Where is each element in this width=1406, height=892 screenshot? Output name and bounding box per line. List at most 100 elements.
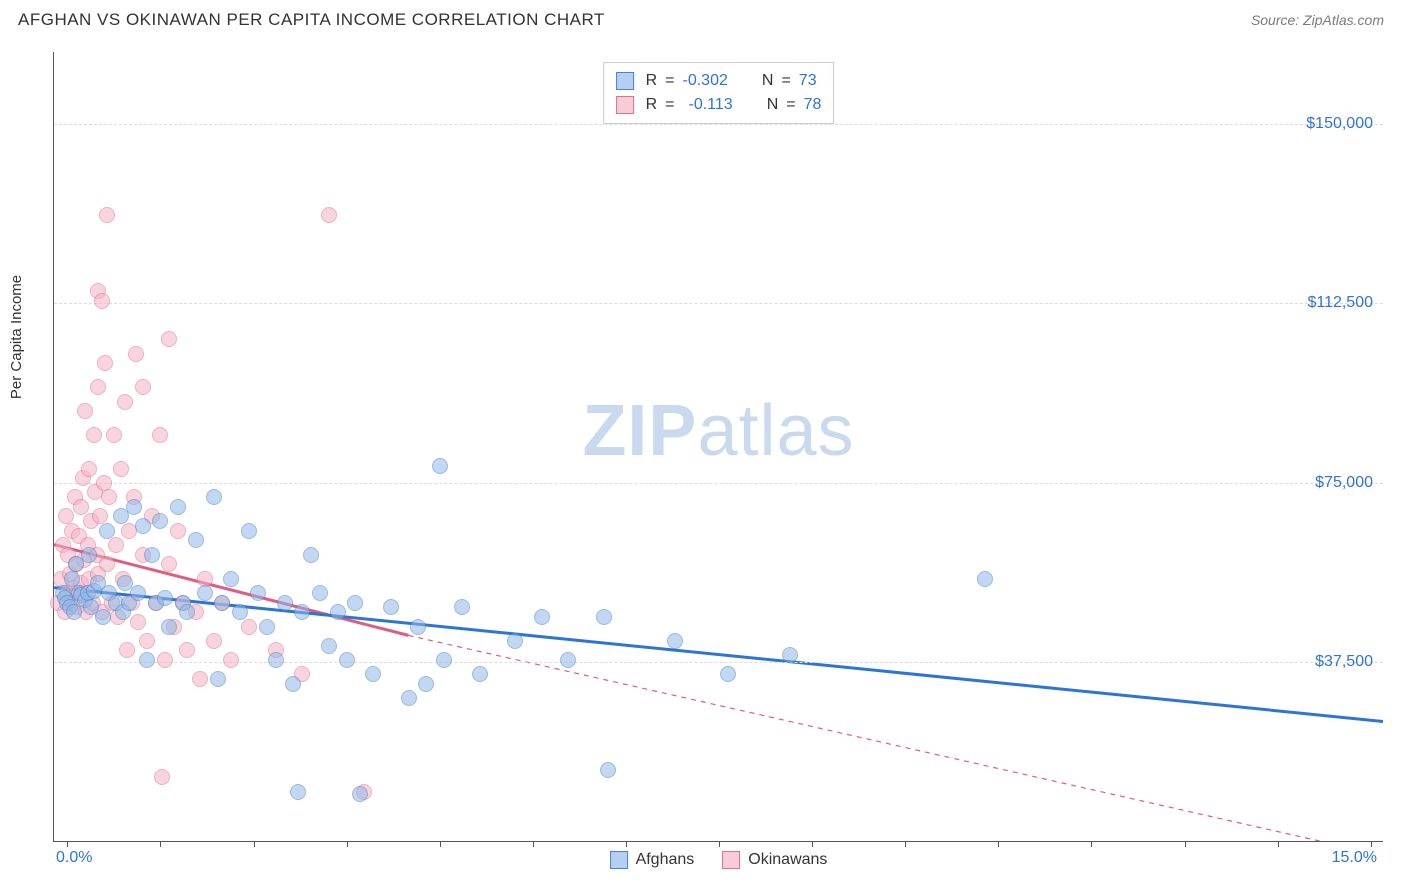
x-tick: [1278, 841, 1279, 847]
stats-legend: R = -0.302 N = 73 R = -0.113 N = 78: [603, 62, 835, 124]
data-point: [507, 633, 523, 649]
data-point: [432, 458, 448, 474]
y-tick-label: $150,000: [1306, 115, 1373, 133]
series-legend: Afghans Okinawans: [610, 851, 828, 869]
x-tick: [533, 841, 534, 847]
data-point: [157, 652, 173, 668]
legend-label: Afghans: [636, 851, 695, 869]
data-point: [365, 666, 381, 682]
gridline: [54, 124, 1383, 125]
data-point: [383, 599, 399, 615]
data-point: [99, 207, 115, 223]
stat-r-label: R: [646, 69, 658, 93]
data-point: [161, 619, 177, 635]
data-point: [152, 513, 168, 529]
data-point: [418, 676, 434, 692]
data-point: [596, 609, 612, 625]
stats-row-afghans: R = -0.302 N = 73: [616, 69, 822, 93]
data-point: [106, 427, 122, 443]
data-point: [294, 604, 310, 620]
data-point: [139, 633, 155, 649]
x-tick: [1185, 841, 1186, 847]
data-point: [347, 595, 363, 611]
chart-container: Per Capita Income ZIPatlas R = -0.302 N …: [18, 40, 1388, 870]
data-point: [139, 652, 155, 668]
data-point: [157, 590, 173, 606]
data-point: [130, 614, 146, 630]
data-point: [170, 499, 186, 515]
data-point: [600, 762, 616, 778]
x-tick: [347, 841, 348, 847]
data-point: [90, 379, 106, 395]
data-point: [303, 547, 319, 563]
data-point: [66, 604, 82, 620]
gridline: [54, 303, 1383, 304]
data-point: [101, 489, 117, 505]
data-point: [268, 652, 284, 668]
data-point: [250, 585, 266, 601]
data-point: [241, 619, 257, 635]
data-point: [321, 207, 337, 223]
data-point: [95, 609, 111, 625]
data-point: [128, 346, 144, 362]
gridline: [54, 662, 1383, 663]
y-axis-label: Per Capita Income: [8, 275, 25, 399]
stat-n-value: 78: [804, 93, 822, 117]
data-point: [130, 585, 146, 601]
data-point: [119, 642, 135, 658]
data-point: [97, 355, 113, 371]
y-tick-label: $112,500: [1307, 294, 1373, 312]
data-point: [534, 609, 550, 625]
data-point: [330, 604, 346, 620]
data-point: [99, 523, 115, 539]
data-point: [277, 595, 293, 611]
data-point: [977, 571, 993, 587]
data-point: [259, 619, 275, 635]
gridline: [54, 483, 1383, 484]
data-point: [454, 599, 470, 615]
data-point: [285, 676, 301, 692]
data-point: [99, 556, 115, 572]
swatch-pink-icon: [616, 96, 634, 114]
x-tick: [440, 841, 441, 847]
data-point: [154, 769, 170, 785]
x-axis-max-label: 15.0%: [1332, 849, 1377, 867]
swatch-blue-icon: [610, 851, 628, 869]
data-point: [170, 523, 186, 539]
data-point: [144, 547, 160, 563]
legend-label: Okinawans: [748, 851, 827, 869]
data-point: [290, 784, 306, 800]
data-point: [241, 523, 257, 539]
data-point: [352, 786, 368, 802]
data-point: [560, 652, 576, 668]
data-point: [472, 666, 488, 682]
x-axis-min-label: 0.0%: [56, 849, 92, 867]
stat-r-value: -0.113: [689, 93, 733, 117]
x-tick: [1091, 841, 1092, 847]
data-point: [81, 547, 97, 563]
x-tick: [67, 841, 68, 847]
plot-area: ZIPatlas R = -0.302 N = 73 R = -0.113 N: [53, 52, 1383, 842]
stat-n-label: N: [762, 69, 774, 93]
data-point: [126, 499, 142, 515]
data-point: [223, 571, 239, 587]
data-point: [135, 379, 151, 395]
data-point: [410, 619, 426, 635]
data-point: [339, 652, 355, 668]
stat-r-value: -0.302: [683, 69, 728, 93]
stat-eq: =: [781, 69, 790, 93]
data-point: [223, 652, 239, 668]
x-tick: [998, 841, 999, 847]
swatch-blue-icon: [616, 72, 634, 90]
stat-eq: =: [786, 93, 795, 117]
data-point: [192, 671, 208, 687]
data-point: [117, 394, 133, 410]
legend-item-afghans: Afghans: [610, 851, 695, 869]
legend-item-okinawans: Okinawans: [722, 851, 827, 869]
source-credit: Source: ZipAtlas.com: [1251, 12, 1384, 28]
x-tick: [719, 841, 720, 847]
data-point: [94, 293, 110, 309]
data-point: [179, 604, 195, 620]
data-point: [210, 671, 226, 687]
watermark-zip: ZIP: [582, 391, 697, 471]
